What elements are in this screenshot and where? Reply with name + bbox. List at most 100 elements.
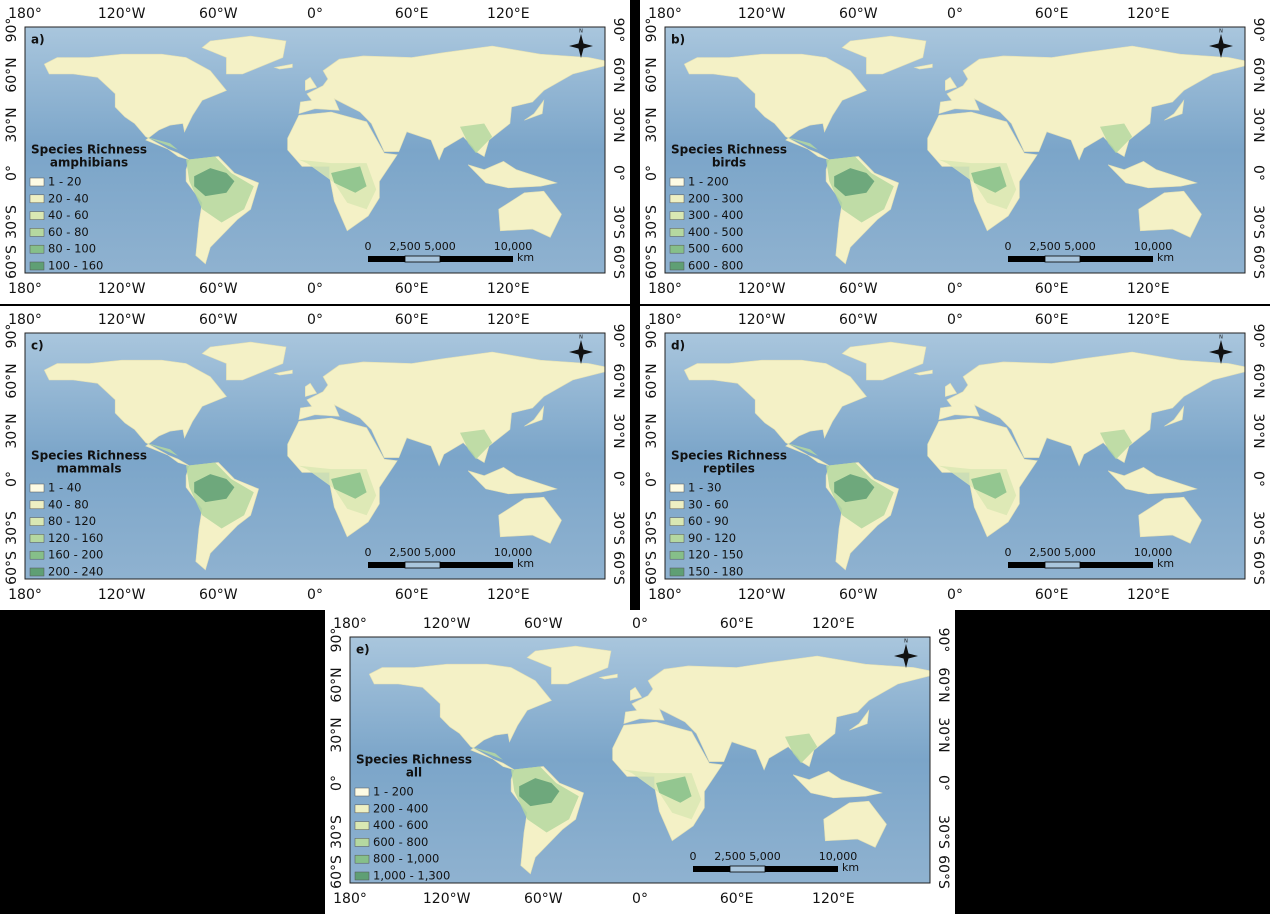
land (305, 382, 318, 397)
lon-label: 120°W (98, 312, 146, 328)
land (945, 76, 958, 91)
lat-label: 60°N (4, 363, 20, 398)
land (841, 341, 927, 381)
lon-label: 120°W (738, 6, 786, 22)
lat-label: 60°N (935, 667, 951, 702)
panel-label: b) (671, 33, 685, 47)
lat-label: 30°N (329, 717, 345, 752)
legend-swatch (354, 854, 370, 864)
scale-label: 2,500 (1029, 546, 1061, 559)
scale-label: 5,000 (1064, 240, 1096, 253)
richness-zone (331, 472, 367, 499)
lat-label: 30°S (644, 205, 660, 239)
legend-item: 160 - 200 (48, 548, 103, 562)
lat-label: 30°N (644, 107, 660, 142)
legend-item: 1 - 20 (48, 175, 81, 189)
lon-label: 120°W (423, 891, 471, 907)
land (913, 63, 933, 70)
lon-label: 180° (333, 616, 367, 632)
legend-swatch (354, 821, 370, 830)
land (498, 496, 562, 544)
legend-swatch (669, 550, 685, 560)
scale-label: 0 (1005, 546, 1012, 559)
lon-label: 60°W (199, 281, 238, 297)
legend-swatch (29, 550, 45, 560)
scale-seg (1008, 256, 1045, 262)
lat-label: 0° (4, 165, 20, 181)
scale-seg (404, 255, 441, 263)
lat-label: 30°S (4, 511, 20, 545)
scale-seg (1080, 256, 1153, 262)
north-label: N (579, 335, 583, 341)
scale-seg (765, 866, 838, 872)
lon-label: 180° (648, 312, 682, 328)
legend-item: 40 - 60 (48, 208, 89, 222)
lat-label: 30°N (4, 107, 20, 142)
scale-seg (1008, 562, 1045, 568)
lat-label: 30°S (4, 205, 20, 239)
lat-label: 30°N (1250, 107, 1266, 142)
scale-label: 0 (1005, 240, 1012, 253)
scale-seg (440, 256, 513, 262)
legend-swatch (669, 211, 685, 220)
land (273, 369, 293, 376)
richness-zone (971, 166, 1007, 193)
scale-seg (368, 256, 405, 262)
lat-label: 60°S (610, 551, 626, 585)
lon-label: 120°W (738, 587, 786, 603)
panel-label: c) (31, 339, 44, 353)
lon-label: 120°E (487, 6, 530, 22)
lon-label: 180° (8, 587, 42, 603)
legend-subtitle: birds (712, 156, 746, 170)
land (1164, 405, 1185, 427)
lat-label: 30°N (935, 717, 951, 752)
land (1107, 161, 1198, 189)
lat-label: 60°N (4, 57, 20, 92)
scale-seg (693, 866, 730, 872)
scale-seg (1080, 562, 1153, 568)
legend-item: 1,000 - 1,300 (373, 869, 450, 883)
map-panel: 180° 180° 120°W 120°W 60°W 60°W 0° 0° 60°E 60°E 12… (0, 306, 630, 610)
lon-label: 180° (8, 6, 42, 22)
scale-label: 5,000 (1064, 546, 1096, 559)
lat-label: 60°S (1250, 245, 1266, 279)
legend-swatch (29, 567, 45, 577)
panel-label: a) (31, 33, 45, 47)
land (273, 63, 293, 70)
richness-zone (194, 474, 235, 503)
lat-label: 30°S (610, 511, 626, 545)
legend-item: 200 - 300 (688, 191, 743, 205)
lon-label: 120°E (812, 891, 855, 907)
lat-label: 90° (935, 628, 951, 653)
legend-swatch (669, 194, 685, 204)
lon-label: 60°W (839, 587, 878, 603)
lon-label: 120°E (1127, 6, 1170, 22)
richness-zone (971, 472, 1007, 499)
legend-swatch (669, 228, 685, 237)
legend-item: 300 - 400 (688, 208, 743, 222)
land (945, 382, 958, 397)
lat-label: 60°N (610, 363, 626, 398)
legend-item: 800 - 1,000 (373, 852, 439, 866)
legend-swatch (669, 177, 685, 187)
legend-item: 80 - 100 (48, 242, 96, 256)
legend-item: 200 - 400 (373, 801, 428, 815)
legend-swatch (29, 483, 45, 493)
lat-label: 90° (644, 324, 660, 349)
richness-zone (194, 168, 235, 197)
lon-label: 60°E (395, 281, 429, 297)
land (623, 655, 930, 771)
lat-label: 60°N (1250, 57, 1266, 92)
land (1138, 190, 1202, 238)
legend-item: 90 - 120 (688, 531, 736, 545)
legend-item: 120 - 160 (48, 531, 103, 545)
scale-unit: km (842, 861, 859, 874)
north-arrow (894, 644, 918, 668)
land (913, 369, 933, 376)
legend-item: 60 - 80 (48, 225, 89, 239)
scale-unit: km (517, 557, 534, 570)
lat-label: 0° (610, 471, 626, 487)
lon-label: 0° (307, 281, 323, 297)
lon-label: 0° (632, 891, 648, 907)
lon-label: 120°W (423, 616, 471, 632)
